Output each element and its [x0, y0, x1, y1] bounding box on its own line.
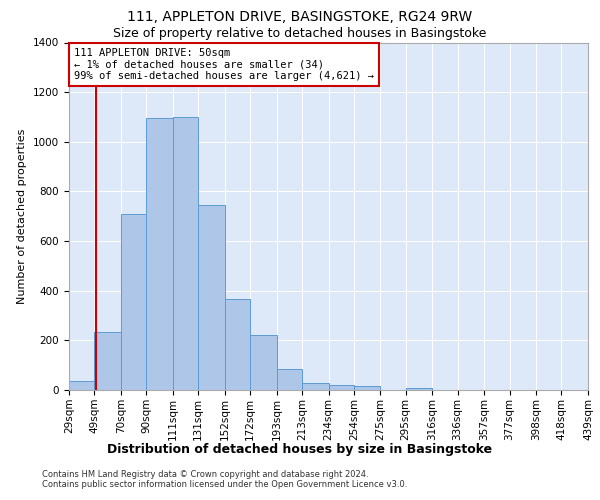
Bar [94, 332, 121, 390]
Text: 111 APPLETON DRIVE: 50sqm
← 1% of detached houses are smaller (34)
99% of semi-d: 111 APPLETON DRIVE: 50sqm ← 1% of detach… [74, 48, 374, 81]
Bar [121, 214, 146, 390]
Y-axis label: Number of detached properties: Number of detached properties [17, 128, 28, 304]
Text: Contains HM Land Registry data © Crown copyright and database right 2024.: Contains HM Land Registry data © Crown c… [42, 470, 368, 479]
Text: Size of property relative to detached houses in Basingstoke: Size of property relative to detached ho… [113, 28, 487, 40]
Bar [146, 118, 173, 390]
Text: Distribution of detached houses by size in Basingstoke: Distribution of detached houses by size … [107, 442, 493, 456]
Bar [69, 382, 94, 390]
Bar [277, 369, 302, 390]
Bar [302, 382, 329, 390]
Bar [198, 205, 225, 390]
Bar [329, 385, 354, 390]
Bar [173, 117, 198, 390]
Bar [406, 388, 432, 390]
Bar [250, 336, 277, 390]
Bar [354, 386, 380, 390]
Text: 111, APPLETON DRIVE, BASINGSTOKE, RG24 9RW: 111, APPLETON DRIVE, BASINGSTOKE, RG24 9… [127, 10, 473, 24]
Bar [224, 300, 250, 390]
Text: Contains public sector information licensed under the Open Government Licence v3: Contains public sector information licen… [42, 480, 407, 489]
